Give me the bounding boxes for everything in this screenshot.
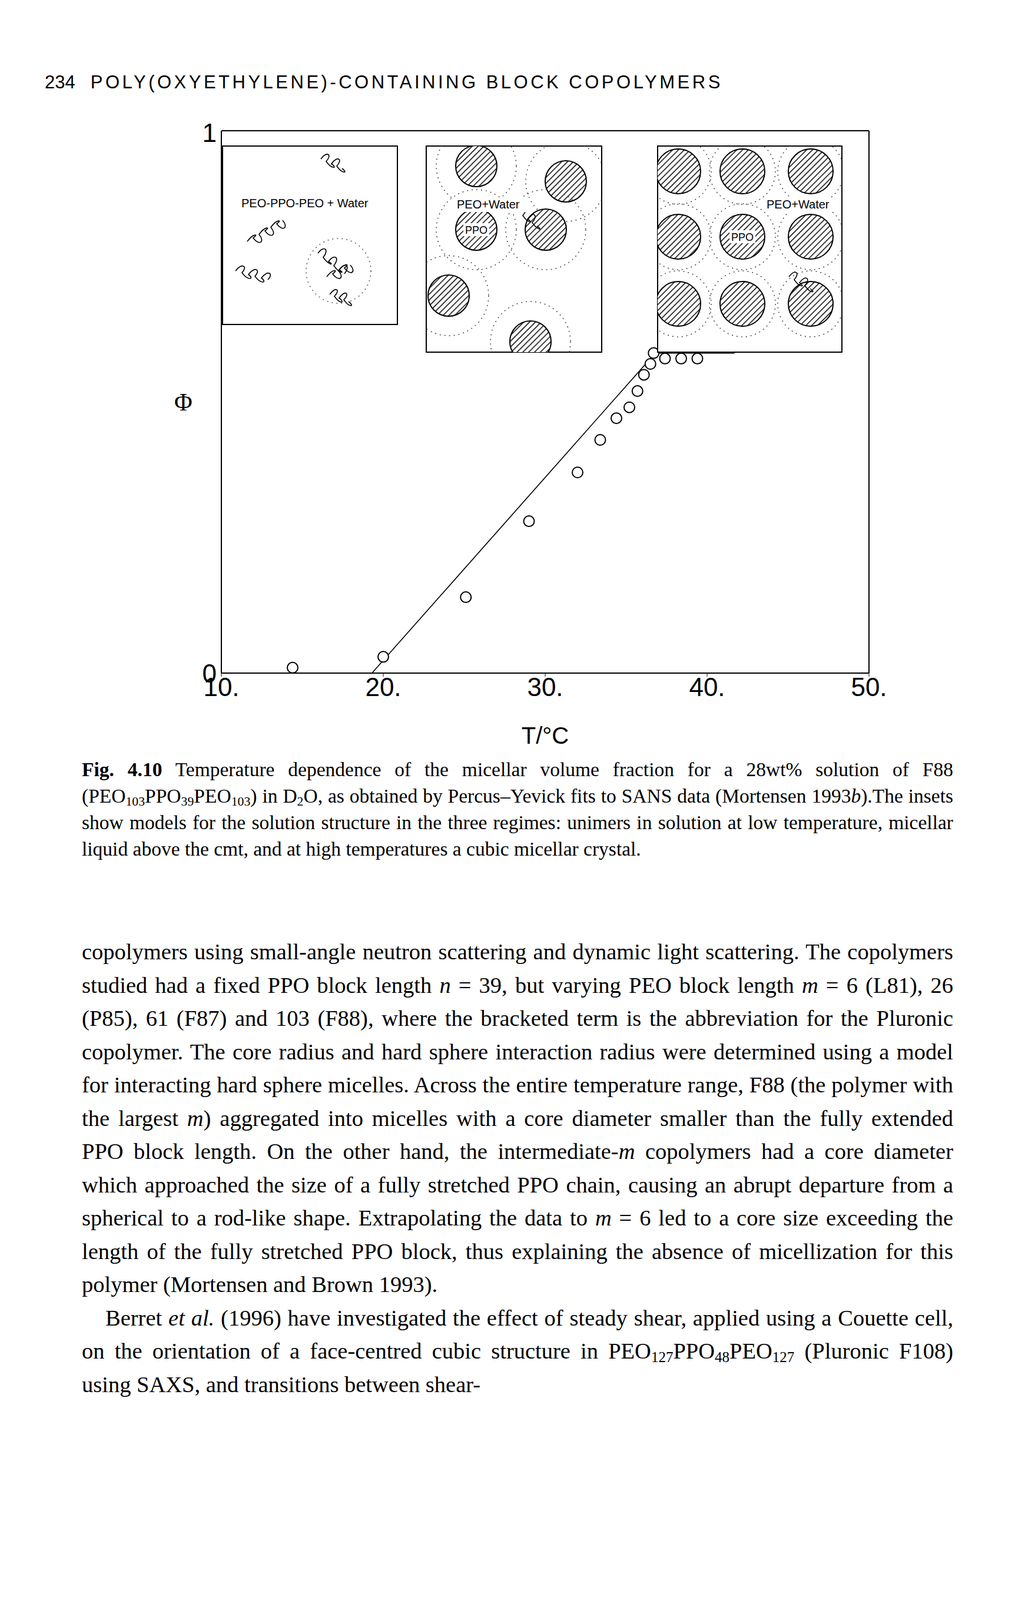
svg-text:PEO-PPO-PEO + Water: PEO-PPO-PEO + Water [241,196,369,210]
svg-text:PEO+Water: PEO+Water [456,197,520,211]
svg-text:20.: 20. [365,672,401,702]
svg-text:Φ: Φ [174,388,193,416]
svg-text:1: 1 [202,118,217,148]
svg-text:30.: 30. [526,672,563,702]
svg-text:50.: 50. [850,672,887,702]
svg-text:T/°C: T/°C [521,722,569,748]
svg-text:40.: 40. [688,672,725,702]
svg-text:10.: 10. [203,672,240,702]
svg-text:PPO: PPO [731,231,754,244]
svg-text:0: 0 [202,658,217,688]
html-text:234: 234 [44,71,76,93]
svg-text:PPO: PPO [465,224,488,237]
svg-text:PEO+Water: PEO+Water [766,197,830,211]
html-text:copolymers using small-angle n: copolymers using small-angle neutron sca… [81,939,954,1297]
html-text:Berret et al. (1996) have inve: Berret et al. (1996) have investigated t… [81,1304,954,1397]
html-text:POLY(OXYETHYLENE)-CONTAINING B: POLY(OXYETHYLENE)-CONTAINING BLOCK COPOL… [90,71,723,93]
html-text:Fig. 4.10 Temperature dependen: Fig. 4.10 Temperature dependence of the … [81,758,954,860]
